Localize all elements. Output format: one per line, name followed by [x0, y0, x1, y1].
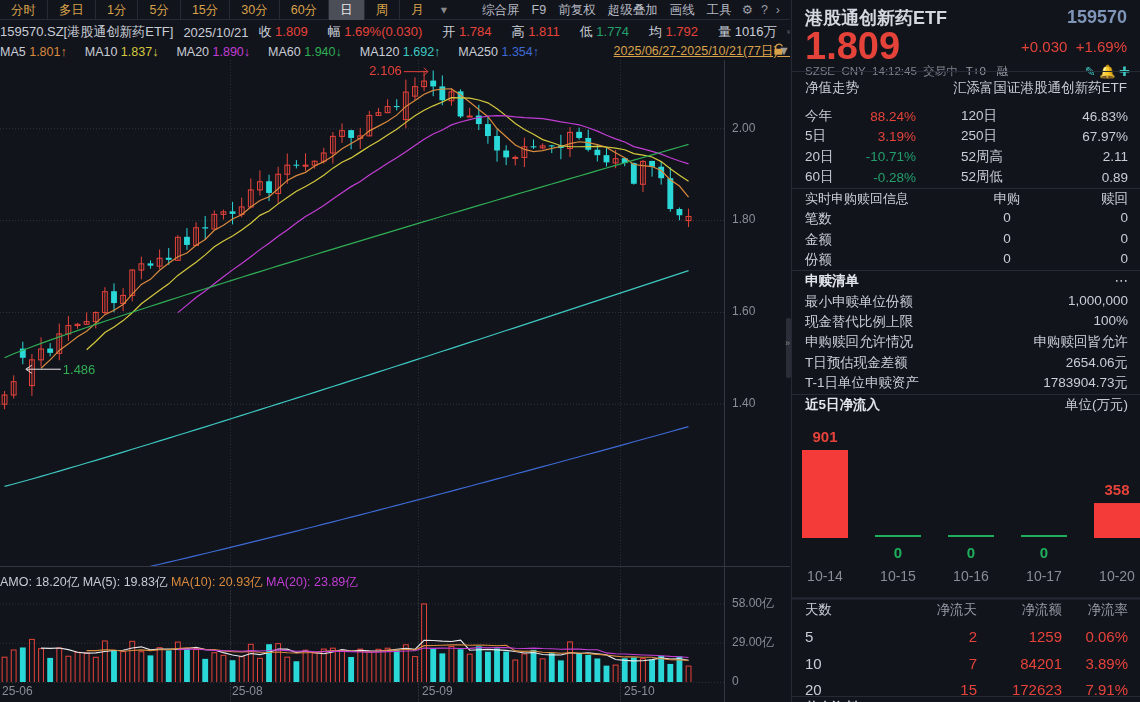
svg-text:P: P: [788, 31, 789, 32]
